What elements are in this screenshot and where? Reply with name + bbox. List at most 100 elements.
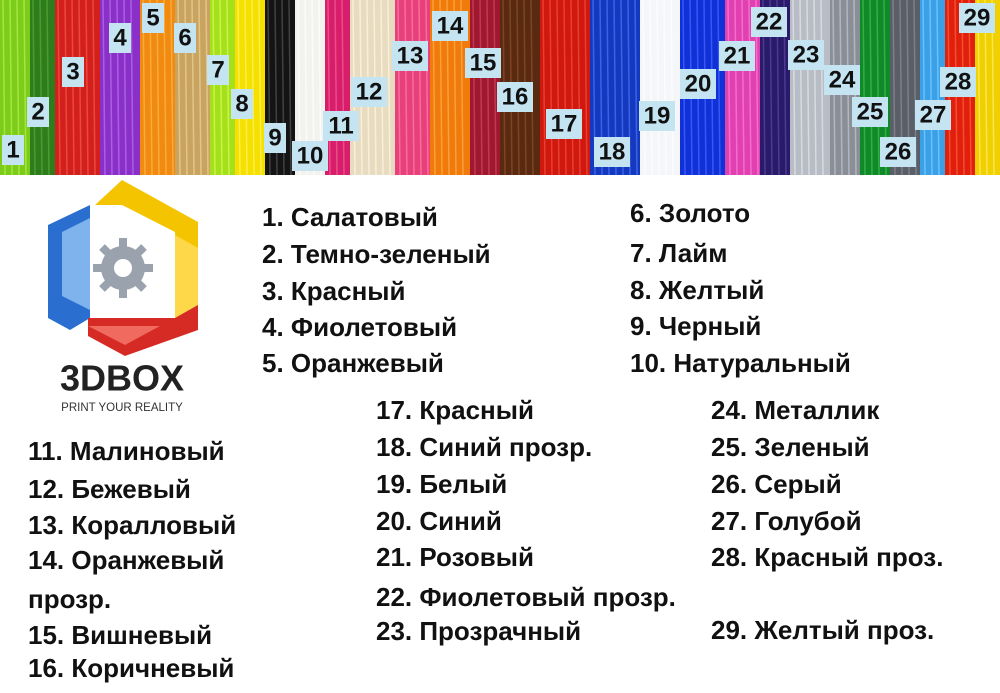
strand-highlight <box>820 0 824 176</box>
label-box <box>751 7 787 37</box>
color-item: 5. Оранжевый <box>262 348 444 378</box>
color-item: 12. Бежевый <box>28 473 191 504</box>
label-box <box>680 69 716 99</box>
color-item: 15. Вишневый <box>28 619 213 650</box>
label-box <box>719 41 755 71</box>
strand-highlight <box>404 0 408 176</box>
strand-highlight <box>727 0 731 176</box>
color-item: 14. Оранжевый прозр. <box>28 544 225 614</box>
strand-highlight <box>799 0 803 176</box>
strand-highlight <box>472 0 476 176</box>
color-item: 22. Фиолетовый прозр. <box>376 582 676 612</box>
strand-highlight <box>85 0 89 176</box>
strand-highlight <box>577 0 581 176</box>
strip-label: 5 <box>146 4 159 31</box>
strand-highlight <box>78 0 82 176</box>
label-box <box>594 137 630 167</box>
label-box <box>915 100 951 130</box>
strand-highlight <box>748 0 752 176</box>
color-item: 8. Желтый <box>630 275 765 305</box>
label-box <box>174 23 196 53</box>
strand-highlight <box>634 0 638 176</box>
color-item: 13. Коралловый <box>28 509 237 540</box>
label-box <box>940 67 976 97</box>
strand-highlight <box>237 0 241 176</box>
logo-name: 3DBOX <box>60 358 184 399</box>
strand-highlight <box>670 0 674 176</box>
color-item: 16. Коричневый <box>28 652 235 683</box>
color-item: 23. Прозрачный <box>376 616 582 646</box>
label-box <box>432 11 468 41</box>
strand-highlight <box>130 0 134 176</box>
strand-highlight <box>341 0 345 176</box>
logo-icon <box>48 180 198 356</box>
label-box <box>2 135 24 165</box>
color-item: 19. Белый <box>376 469 508 499</box>
label-box <box>231 89 253 119</box>
strip-label: 16 <box>502 83 529 110</box>
strand-highlight <box>418 0 422 176</box>
label-box <box>639 101 675 131</box>
strand-highlight <box>288 0 292 176</box>
strand-highlight <box>717 0 721 176</box>
label-box <box>62 57 84 87</box>
strand-highlight <box>71 0 75 176</box>
color-item: 29. Желтый проз. <box>711 615 935 645</box>
strand-highlight <box>212 0 216 176</box>
strip-label: 13 <box>397 42 424 69</box>
strand-highlight <box>479 0 483 176</box>
color-item: 7. Лайм <box>630 238 728 268</box>
label-box <box>546 109 582 139</box>
color-item: 2. Темно-зеленый <box>262 239 491 269</box>
strand-highlight <box>656 0 660 176</box>
strand-highlight <box>39 0 43 176</box>
strand-highlight <box>170 0 174 176</box>
strip-label: 22 <box>756 8 783 35</box>
strand-highlight <box>556 0 560 176</box>
strand-highlight <box>334 0 338 176</box>
color-item: 26. Серый <box>711 469 842 499</box>
strand-highlight <box>57 0 61 176</box>
strand-highlight <box>584 0 588 176</box>
strand-highlight <box>411 0 415 176</box>
color-item: 9. Черный <box>630 311 762 341</box>
strip-label: 25 <box>857 98 884 125</box>
strip-label: 6 <box>178 24 191 51</box>
strip-label: 23 <box>793 41 820 68</box>
strip-label: 27 <box>920 101 947 128</box>
label-box <box>392 41 428 71</box>
strip-label: 24 <box>829 66 856 93</box>
strip-label: 29 <box>964 4 991 31</box>
label-box <box>959 3 995 33</box>
strand-highlight <box>219 0 223 176</box>
strand-highlight <box>205 0 209 176</box>
strand-highlight <box>549 0 553 176</box>
color-item: 24. Металлик <box>711 395 880 425</box>
strand-highlight <box>327 0 331 176</box>
color-item: 27. Голубой <box>711 506 862 536</box>
color-item: 6. Золото <box>630 198 751 228</box>
strand-highlight <box>876 0 880 176</box>
strand-highlight <box>741 0 745 176</box>
strand-highlight <box>936 0 940 176</box>
strand-highlight <box>198 0 202 176</box>
strand-highlight <box>493 0 497 176</box>
strand-highlight <box>486 0 490 176</box>
strip-label: 17 <box>551 110 578 137</box>
strand-highlight <box>862 0 866 176</box>
strand-highlight <box>425 0 429 176</box>
strand-highlight <box>251 0 255 176</box>
strand-highlight <box>813 0 817 176</box>
color-item: 25. Зеленый <box>711 432 870 462</box>
strip-label: 11 <box>328 112 353 139</box>
strand-highlight <box>649 0 653 176</box>
label-box <box>465 48 501 78</box>
strand-highlight <box>102 0 106 176</box>
strand-highlight <box>397 0 401 176</box>
label-box <box>264 123 286 153</box>
strand-highlight <box>570 0 574 176</box>
strand-highlight <box>46 0 50 176</box>
strand-highlight <box>32 0 36 176</box>
strip-label: 21 <box>724 42 751 69</box>
